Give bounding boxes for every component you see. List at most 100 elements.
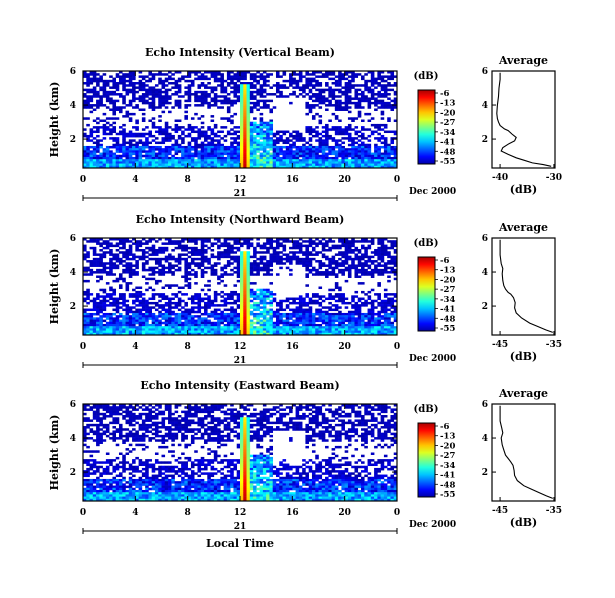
echo-cell — [128, 79, 133, 83]
echo-cell — [295, 148, 300, 151]
echo-cell — [86, 77, 90, 81]
echo-cell — [154, 141, 159, 145]
echo-cell — [177, 119, 182, 122]
echo-cell — [285, 150, 290, 153]
x-tick-label: 12 — [234, 175, 247, 185]
echo-cell — [148, 88, 152, 92]
echo-cell — [99, 77, 103, 81]
echo-cell — [92, 95, 97, 98]
echo-cell — [321, 163, 326, 167]
echo-cell — [295, 154, 300, 158]
echo-cell — [302, 262, 306, 265]
echo-cell — [240, 121, 244, 125]
echo-cell — [364, 99, 368, 103]
echo-cell — [354, 152, 359, 156]
echo-cell — [321, 73, 326, 76]
echo-cell — [331, 312, 336, 316]
echo-cell — [174, 90, 179, 94]
echo-cell — [92, 126, 97, 129]
echo-cell — [132, 264, 136, 267]
echo-cell — [118, 130, 123, 134]
echo-cell — [295, 312, 300, 316]
echo-cell — [187, 93, 192, 96]
echo-cell — [354, 130, 359, 134]
echo-cell — [328, 288, 332, 292]
echo-cell — [148, 277, 152, 281]
echo-cell — [154, 137, 159, 140]
echo-cell — [243, 251, 247, 254]
echo-cell — [246, 159, 251, 162]
echo-cell — [334, 143, 339, 147]
echo-cell — [112, 159, 117, 162]
echo-cell — [190, 163, 195, 167]
echo-cell — [145, 315, 149, 318]
echo-cell — [226, 132, 231, 136]
echo-cell — [223, 301, 228, 305]
echo-cell — [351, 139, 355, 142]
echo-cell — [161, 249, 166, 252]
echo-cell — [364, 152, 368, 156]
echo-cell — [112, 328, 117, 331]
echo-cell — [390, 156, 395, 160]
echo-cell — [83, 290, 87, 294]
echo-cell — [272, 150, 277, 153]
echo-cell — [135, 286, 139, 289]
echo-cell — [128, 310, 133, 314]
echo-cell — [240, 266, 244, 270]
echo-cell — [321, 295, 326, 298]
echo-cell — [318, 330, 323, 334]
echo-cell — [220, 126, 224, 129]
echo-cell — [177, 104, 182, 107]
echo-cell — [86, 330, 90, 334]
echo-cell — [370, 159, 375, 162]
echo-cell — [197, 306, 202, 309]
echo-cell — [220, 106, 224, 109]
echo-cell — [138, 71, 143, 74]
echo-cell — [377, 90, 381, 94]
echo-cell — [289, 332, 293, 336]
echo-cell — [282, 152, 287, 156]
echo-cell — [289, 321, 293, 325]
echo-cell — [338, 312, 342, 316]
echo-cell — [154, 106, 159, 109]
echo-cell — [171, 77, 175, 81]
echo-cell — [370, 163, 375, 167]
echo-cell — [334, 88, 339, 92]
echo-cell — [132, 317, 136, 320]
echo-cell — [393, 90, 398, 94]
echo-cell — [289, 82, 293, 85]
echo-cell — [292, 312, 296, 316]
echo-cell — [289, 159, 293, 162]
echo-cell — [154, 251, 159, 254]
echo-cell — [204, 97, 208, 100]
echo-cell — [112, 317, 117, 320]
echo-cell — [213, 79, 218, 83]
echo-cell — [256, 99, 260, 103]
echo-cell — [89, 99, 94, 103]
echo-cell — [256, 328, 260, 331]
echo-cell — [328, 266, 332, 270]
echo-cell — [200, 255, 205, 259]
echo-cell — [364, 128, 368, 131]
echo-cell — [171, 128, 175, 131]
echo-cell — [141, 101, 146, 105]
echo-cell — [311, 130, 316, 134]
echo-cell — [387, 143, 391, 147]
echo-cell — [115, 315, 120, 318]
echo-cell — [295, 308, 300, 312]
echo-cell — [207, 150, 211, 153]
echo-cell — [112, 264, 117, 267]
echo-cell — [305, 79, 309, 83]
echo-cell — [243, 110, 247, 114]
echo-cell — [344, 328, 349, 331]
echo-cell — [102, 312, 107, 316]
echo-cell — [308, 73, 313, 76]
echo-cell — [311, 95, 316, 98]
echo-cell — [331, 255, 336, 259]
echo-cell — [86, 293, 90, 296]
echo-cell — [197, 84, 202, 87]
echo-cell — [83, 249, 87, 252]
echo-cell — [200, 121, 205, 125]
echo-cell — [354, 266, 359, 270]
echo-cell — [171, 328, 175, 331]
